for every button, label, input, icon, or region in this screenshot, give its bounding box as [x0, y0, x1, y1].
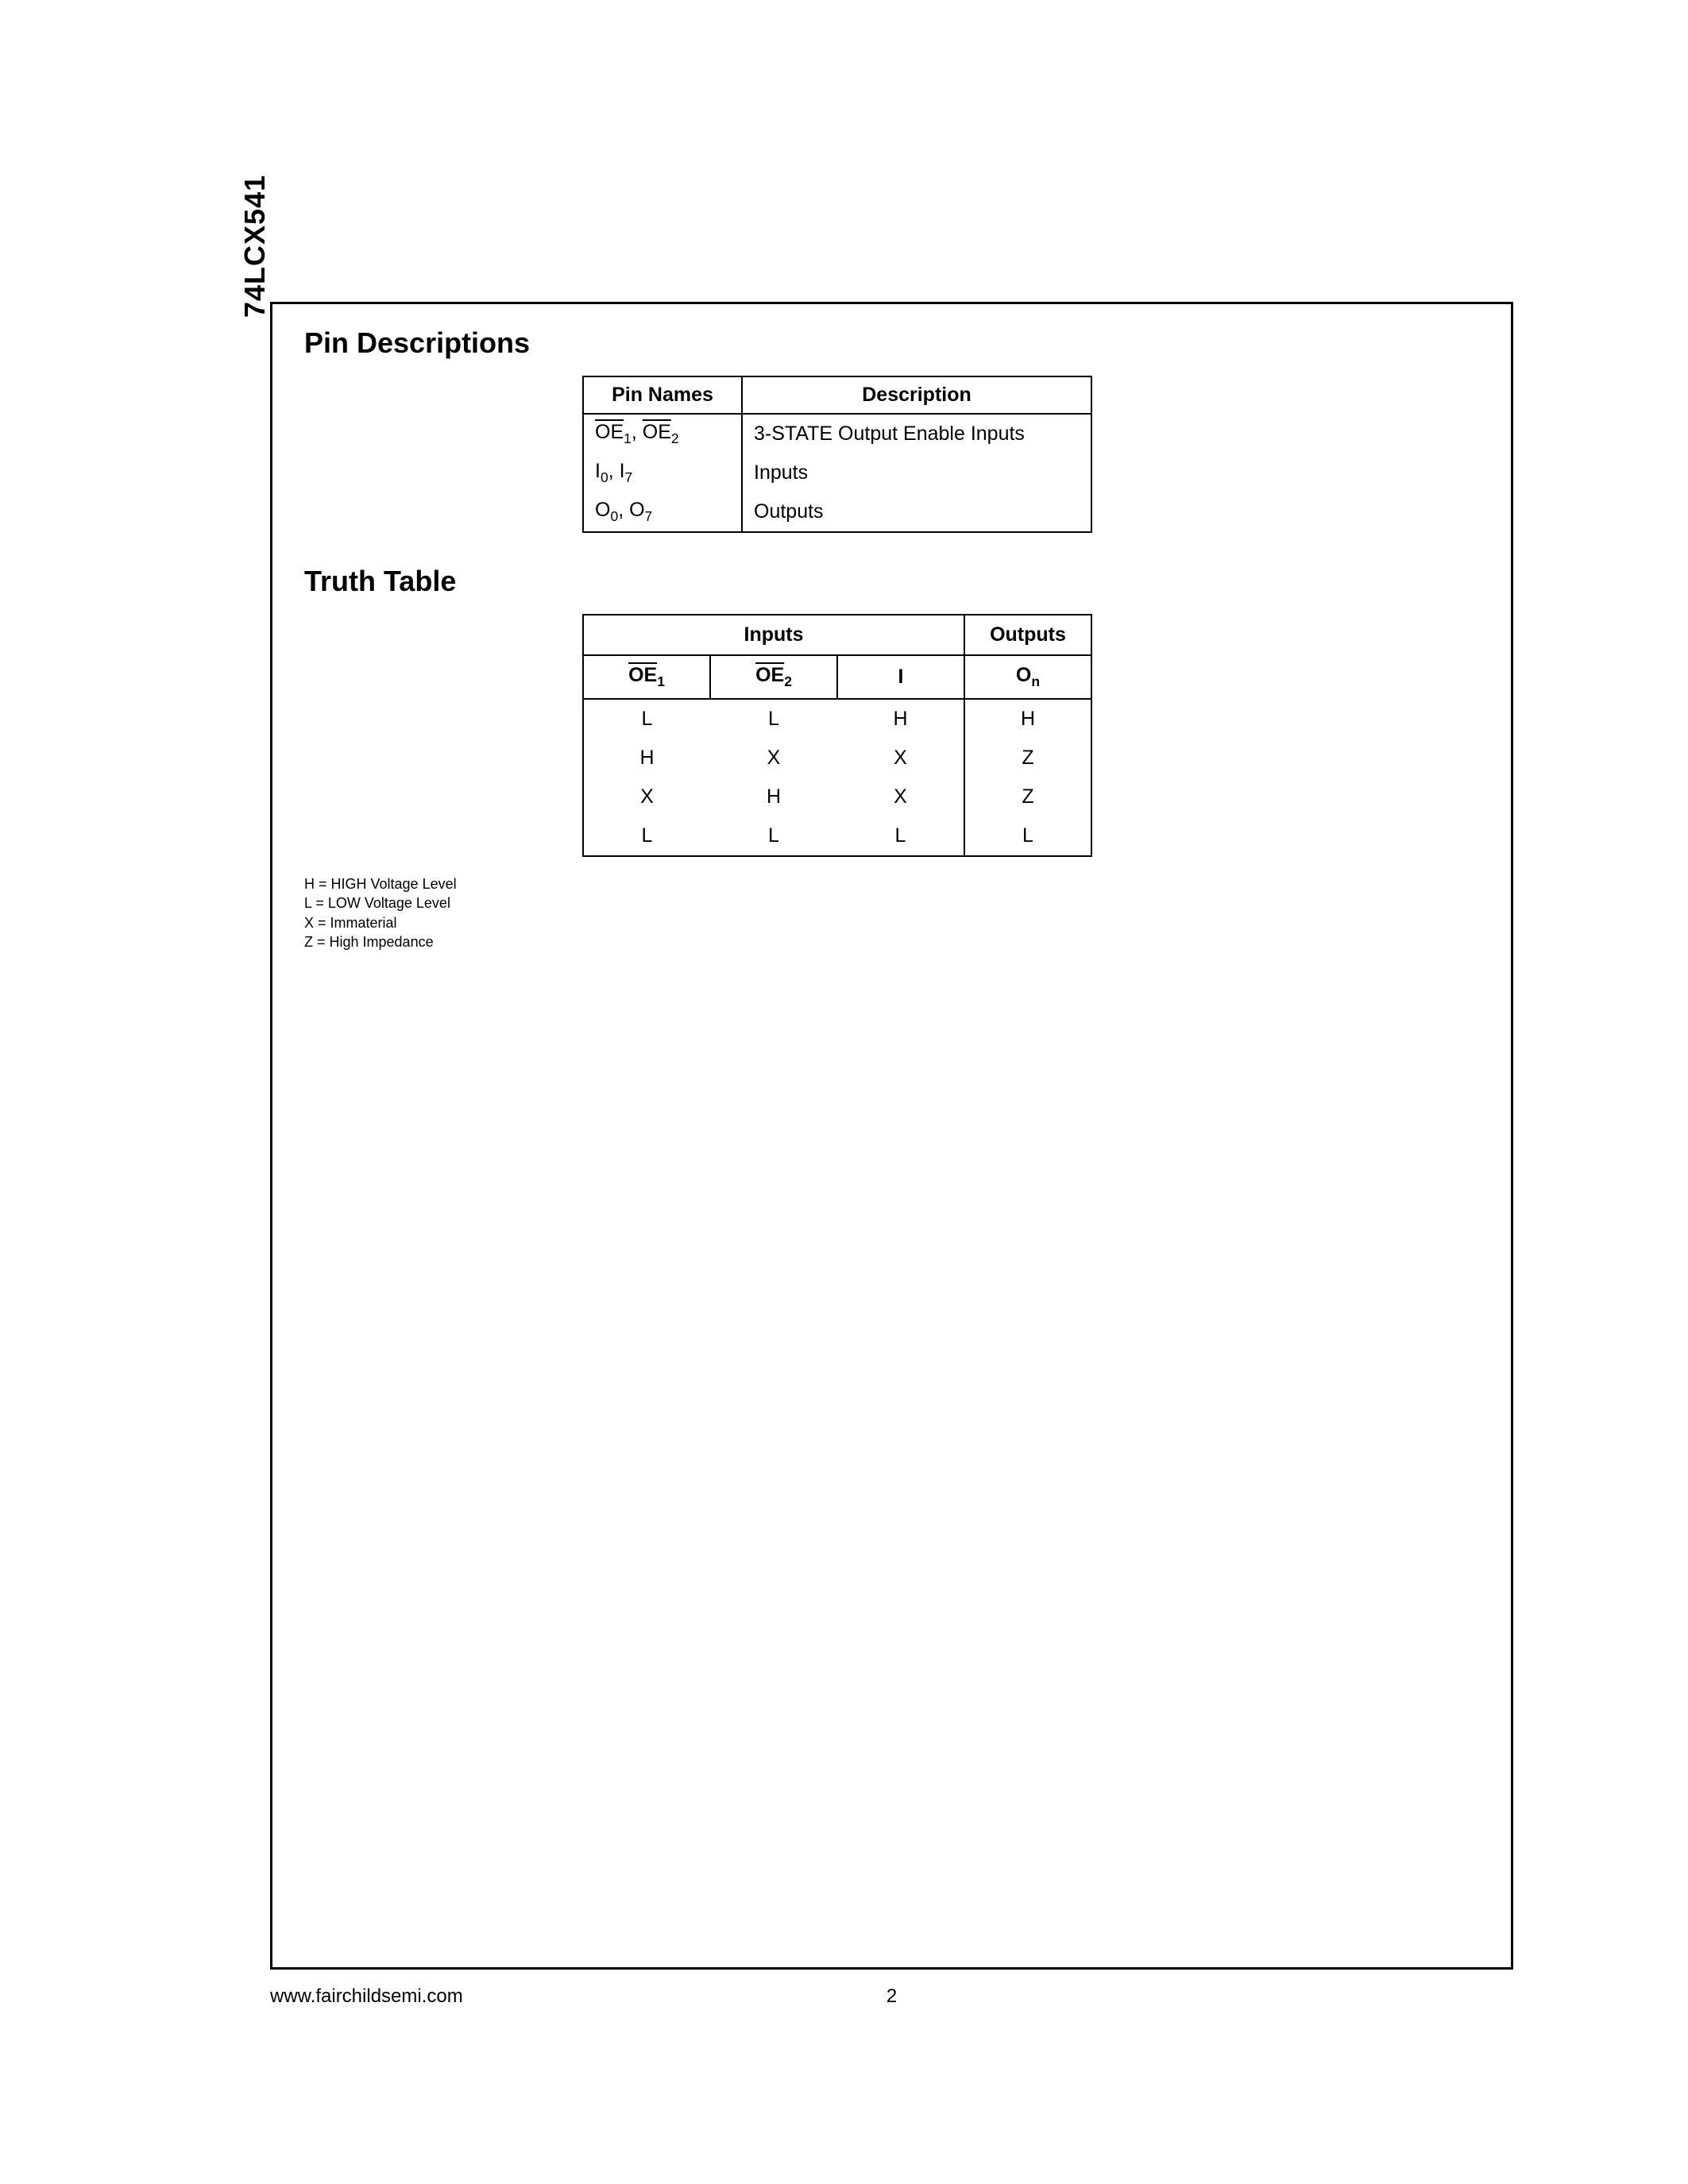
- table-row: L L H H: [583, 699, 1091, 739]
- tt-cell: X: [837, 778, 964, 816]
- pin-table-header-names: Pin Names: [583, 376, 742, 414]
- tt-cell: L: [583, 816, 710, 856]
- pin-desc-cell: 3-STATE Output Enable Inputs: [742, 414, 1091, 453]
- table-row: OE1, OE2 3-STATE Output Enable Inputs: [583, 414, 1091, 453]
- pin-desc-cell: Inputs: [742, 453, 1091, 492]
- truth-table-col-i: I: [837, 655, 964, 699]
- tt-cell: X: [710, 739, 837, 778]
- pin-table-body: OE1, OE2 3-STATE Output Enable Inputs I0…: [583, 414, 1091, 532]
- pin-name-cell: OE1, OE2: [583, 414, 742, 453]
- table-row: X H X Z: [583, 778, 1091, 816]
- tt-cell: H: [964, 699, 1091, 739]
- content-frame: Pin Descriptions Pin Names Description O…: [270, 302, 1513, 1970]
- pin-name-cell: O0, O7: [583, 492, 742, 532]
- page-footer: www.fairchildsemi.com 2: [270, 1985, 1513, 2008]
- footer-page-number: 2: [886, 1985, 897, 2008]
- tt-cell: L: [710, 699, 837, 739]
- tt-cell: L: [837, 816, 964, 856]
- table-row: L L L L: [583, 816, 1091, 856]
- table-row: H X X Z: [583, 739, 1091, 778]
- page-content: Pin Descriptions Pin Names Description O…: [270, 302, 1513, 1970]
- truth-table: Inputs Outputs OE1 OE2 I On L L H H: [582, 614, 1092, 857]
- truth-table-legend: H = HIGH Voltage Level L = LOW Voltage L…: [304, 874, 1479, 951]
- table-row: I0, I7 Inputs: [583, 453, 1091, 492]
- truth-table-col-oe2: OE2: [710, 655, 837, 699]
- tt-cell: L: [710, 816, 837, 856]
- tt-cell: X: [837, 739, 964, 778]
- pin-table-header-description: Description: [742, 376, 1091, 414]
- legend-line: H = HIGH Voltage Level: [304, 874, 1479, 893]
- truth-table-group-outputs: Outputs: [964, 615, 1091, 655]
- pin-desc-cell: Outputs: [742, 492, 1091, 532]
- tt-cell: Z: [964, 739, 1091, 778]
- legend-line: L = LOW Voltage Level: [304, 893, 1479, 913]
- pin-descriptions-heading: Pin Descriptions: [304, 326, 1479, 360]
- tt-cell: H: [710, 778, 837, 816]
- part-number-label: 74LCX541: [238, 175, 272, 318]
- pin-descriptions-table: Pin Names Description OE1, OE2 3-STATE O…: [582, 376, 1092, 533]
- legend-line: Z = High Impedance: [304, 932, 1479, 951]
- tt-cell: L: [964, 816, 1091, 856]
- truth-table-group-inputs: Inputs: [583, 615, 964, 655]
- truth-table-body: L L H H H X X Z X H X Z L: [583, 699, 1091, 856]
- pin-name-cell: I0, I7: [583, 453, 742, 492]
- tt-cell: H: [583, 739, 710, 778]
- truth-table-col-on: On: [964, 655, 1091, 699]
- tt-cell: L: [583, 699, 710, 739]
- truth-table-col-oe1: OE1: [583, 655, 710, 699]
- legend-line: X = Immaterial: [304, 913, 1479, 932]
- tt-cell: Z: [964, 778, 1091, 816]
- truth-table-heading: Truth Table: [304, 565, 1479, 598]
- footer-url: www.fairchildsemi.com: [270, 1985, 463, 2008]
- tt-cell: X: [583, 778, 710, 816]
- table-row: O0, O7 Outputs: [583, 492, 1091, 532]
- tt-cell: H: [837, 699, 964, 739]
